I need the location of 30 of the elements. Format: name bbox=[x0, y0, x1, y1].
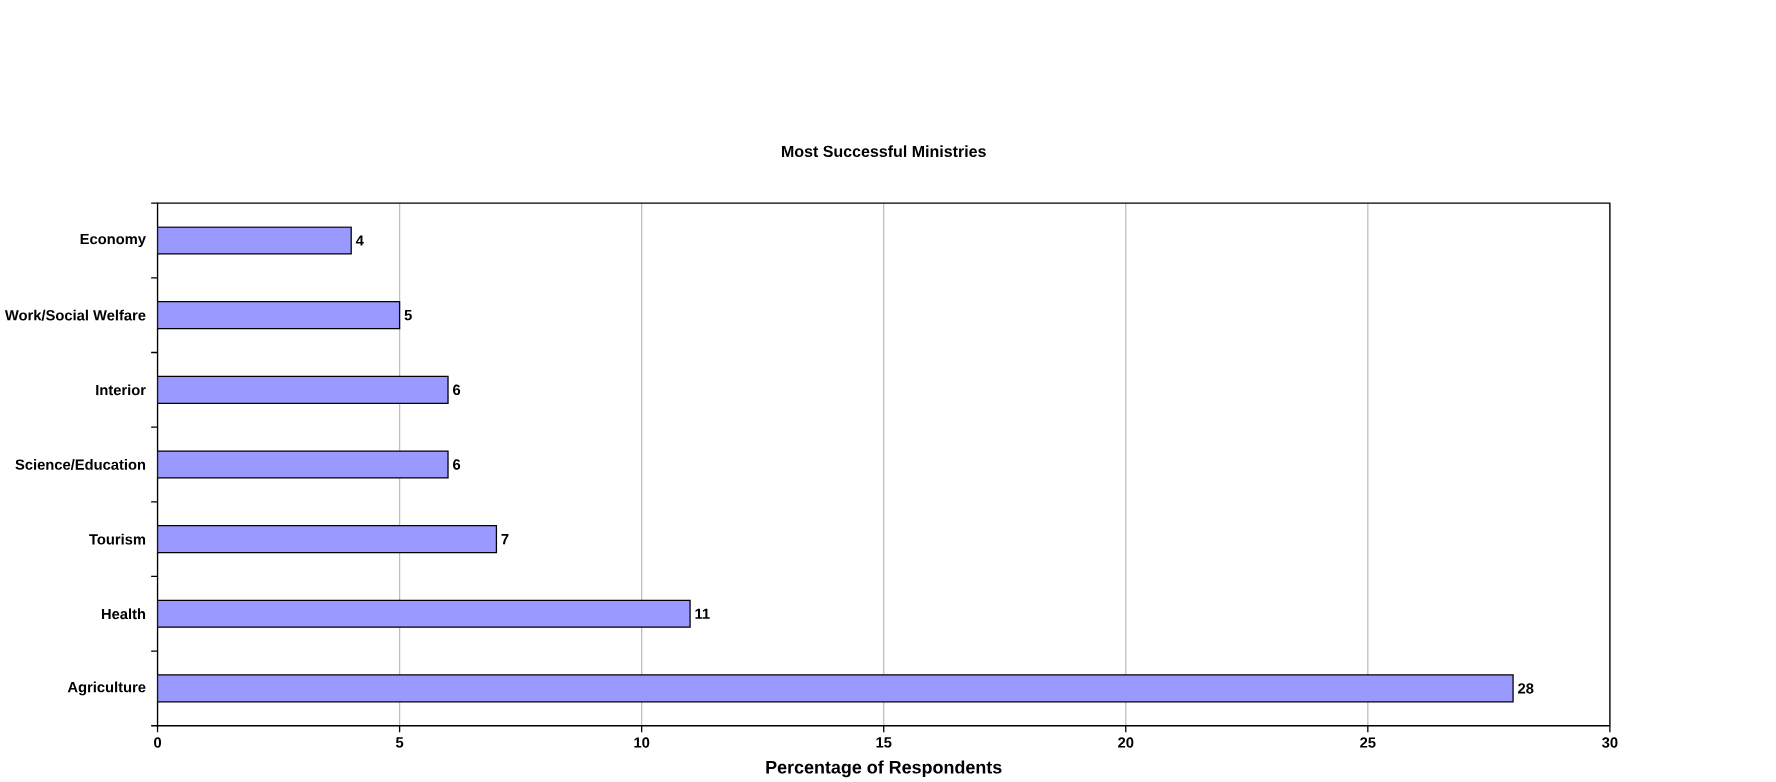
bar bbox=[157, 524, 498, 554]
chart-title: Most Successful Ministries bbox=[782, 145, 986, 158]
y-tick-label: Work/Social Welfare bbox=[4, 309, 146, 321]
data-label: 6 bbox=[453, 384, 461, 395]
bar bbox=[157, 226, 352, 255]
bar bbox=[157, 301, 401, 330]
y-tick-label: Interior bbox=[96, 384, 146, 396]
x-tick-label: 0 bbox=[154, 737, 162, 748]
bar bbox=[157, 375, 449, 404]
x-tick-label: 5 bbox=[395, 737, 404, 748]
y-tick-label: Agriculture bbox=[67, 681, 146, 696]
data-label: 28 bbox=[1518, 683, 1534, 694]
y-tick-label: Economy bbox=[80, 233, 146, 248]
x-tick-label: 30 bbox=[1602, 737, 1618, 748]
x-tick-label: 15 bbox=[876, 737, 892, 748]
data-label: 4 bbox=[355, 235, 364, 246]
y-tick-label: Science/Education bbox=[15, 458, 146, 470]
y-tick-label: Tourism bbox=[89, 533, 146, 545]
y-tick-label: Health bbox=[101, 608, 146, 620]
x-axis-title: Percentage of Respondents bbox=[766, 760, 1002, 778]
bar bbox=[157, 450, 449, 479]
x-tick-label: 10 bbox=[634, 737, 650, 748]
data-label: 6 bbox=[453, 459, 461, 470]
bar bbox=[157, 599, 691, 628]
x-tick-label: 20 bbox=[1118, 737, 1134, 748]
data-label: 7 bbox=[501, 534, 509, 545]
bar bbox=[157, 674, 1514, 703]
data-label: 5 bbox=[404, 310, 412, 321]
x-tick-label: 25 bbox=[1360, 737, 1376, 748]
data-label: 11 bbox=[695, 608, 710, 619]
